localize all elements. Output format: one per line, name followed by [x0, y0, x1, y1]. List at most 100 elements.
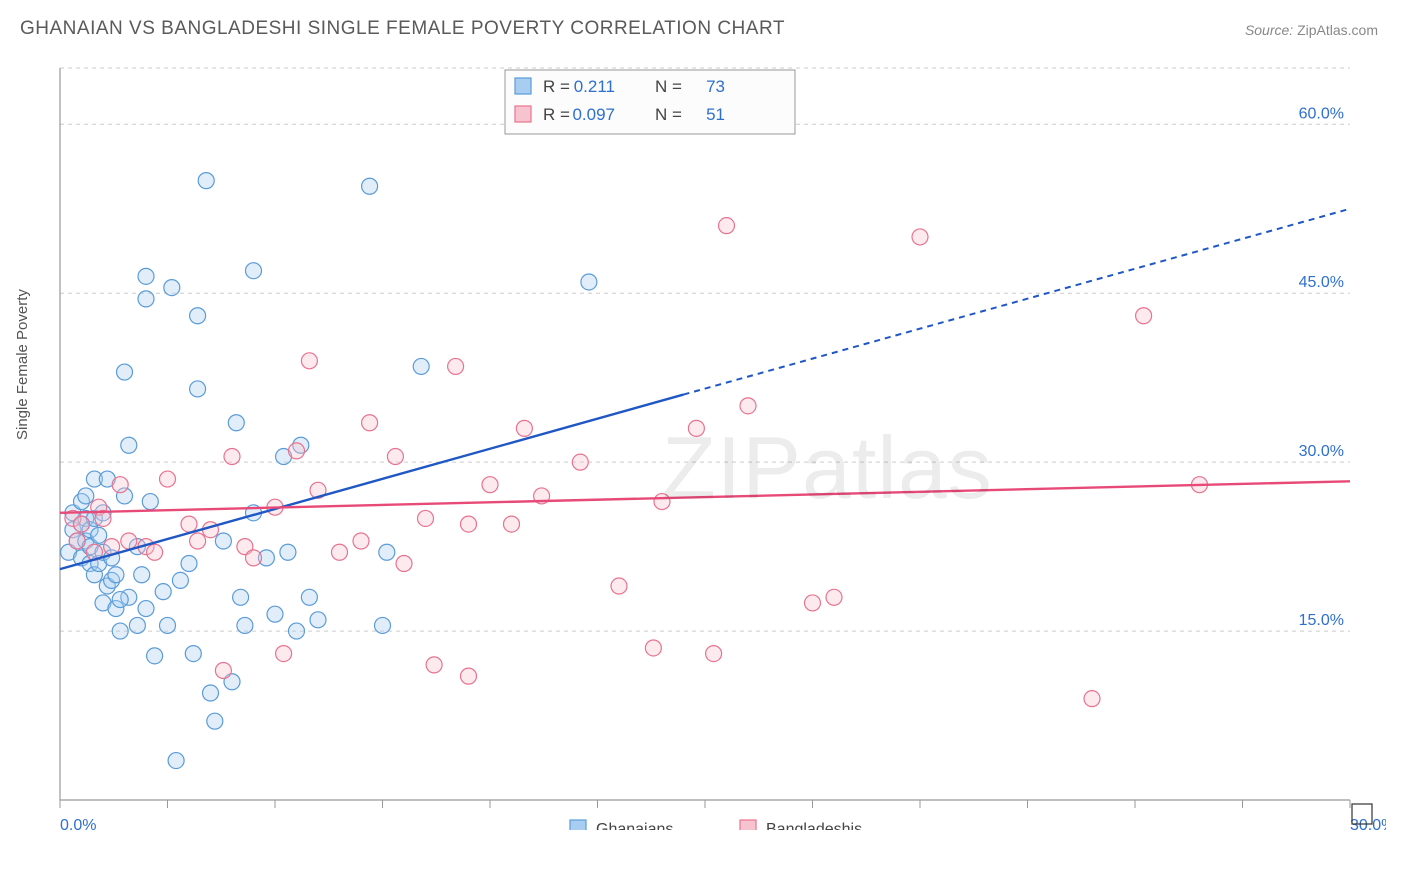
bangladeshis-point	[654, 494, 670, 510]
ghanaians-point	[375, 617, 391, 633]
chart-area: 0.0%30.0%15.0%30.0%45.0%60.0%R =0.211N =…	[50, 60, 1386, 830]
ghanaians-point	[168, 753, 184, 769]
bangladeshis-point	[912, 229, 928, 245]
bottom-legend-label: Bangladeshis	[766, 821, 862, 830]
bangladeshis-point	[706, 646, 722, 662]
ghanaians-point	[190, 308, 206, 324]
bangladeshis-point	[276, 646, 292, 662]
bangladeshis-point	[461, 516, 477, 532]
ghanaians-point	[207, 713, 223, 729]
bangladeshis-point	[246, 550, 262, 566]
bangladeshis-regression-line	[60, 481, 1350, 513]
ghanaians-point	[233, 589, 249, 605]
bangladeshis-point	[482, 477, 498, 493]
bangladeshis-point	[190, 533, 206, 549]
x-tick-label: 0.0%	[60, 817, 96, 830]
source-attribution: Source: ZipAtlas.com	[1245, 22, 1378, 38]
ghanaians-point	[228, 415, 244, 431]
bangladeshis-point	[516, 420, 532, 436]
chart-title: GHANAIAN VS BANGLADESHI SINGLE FEMALE PO…	[20, 18, 785, 40]
bottom-legend-label: Ghanaians	[596, 821, 673, 830]
ghanaians-point	[172, 572, 188, 588]
ghanaians-point	[138, 291, 154, 307]
ghanaians-point	[142, 494, 158, 510]
ghanaians-point	[138, 601, 154, 617]
ghanaians-point	[147, 648, 163, 664]
ghanaians-point	[310, 612, 326, 628]
bangladeshis-point	[418, 510, 434, 526]
ghanaians-point	[581, 274, 597, 290]
legend-r-label: R =	[543, 77, 570, 96]
bangladeshis-point	[504, 516, 520, 532]
bangladeshis-point	[301, 353, 317, 369]
ghanaians-point	[379, 544, 395, 560]
legend-n-label: N =	[655, 105, 682, 124]
ghanaians-point	[155, 584, 171, 600]
ghanaians-point	[129, 617, 145, 633]
source-label: Source:	[1245, 22, 1293, 38]
ghanaians-point	[108, 567, 124, 583]
legend-swatch	[515, 106, 531, 122]
bangladeshis-point	[121, 533, 137, 549]
bangladeshis-point	[572, 454, 588, 470]
bangladeshis-point	[826, 589, 842, 605]
y-tick-label: 30.0%	[1299, 443, 1344, 460]
bangladeshis-point	[362, 415, 378, 431]
bangladeshis-point	[353, 533, 369, 549]
legend-n-value: 73	[706, 77, 725, 96]
ghanaians-point	[78, 488, 94, 504]
ghanaians-point	[134, 567, 150, 583]
y-axis-title: Single Female Poverty	[14, 289, 31, 440]
ghanaians-point	[164, 280, 180, 296]
bangladeshis-point	[461, 668, 477, 684]
bangladeshis-point	[645, 640, 661, 656]
bangladeshis-point	[448, 358, 464, 374]
ghanaians-point	[117, 364, 133, 380]
legend-r-value: 0.211	[574, 77, 615, 96]
ghanaians-regression-extrapolation	[684, 209, 1351, 395]
bangladeshis-point	[69, 533, 85, 549]
ghanaians-point	[121, 437, 137, 453]
bottom-legend-swatch	[570, 820, 586, 830]
scatter-chart: 0.0%30.0%15.0%30.0%45.0%60.0%R =0.211N =…	[50, 60, 1386, 830]
legend-r-value: 0.097	[572, 105, 615, 124]
legend-n-value: 51	[706, 105, 725, 124]
bangladeshis-point	[289, 443, 305, 459]
bangladeshis-point	[396, 556, 412, 572]
bangladeshis-point	[611, 578, 627, 594]
y-tick-label: 45.0%	[1299, 274, 1344, 291]
ghanaians-point	[181, 556, 197, 572]
bangladeshis-point	[740, 398, 756, 414]
ghanaians-point	[289, 623, 305, 639]
bangladeshis-point	[215, 662, 231, 678]
bangladeshis-point	[224, 449, 240, 465]
ghanaians-point	[267, 606, 283, 622]
ghanaians-point	[160, 617, 176, 633]
ghanaians-point	[138, 268, 154, 284]
bangladeshis-point	[387, 449, 403, 465]
ghanaians-point	[203, 685, 219, 701]
legend-r-label: R =	[543, 105, 570, 124]
y-tick-label: 60.0%	[1299, 105, 1344, 122]
bottom-legend-swatch	[740, 820, 756, 830]
ghanaians-point	[215, 533, 231, 549]
ghanaians-point	[185, 646, 201, 662]
bangladeshis-point	[805, 595, 821, 611]
bangladeshis-point	[181, 516, 197, 532]
bangladeshis-point	[1136, 308, 1152, 324]
y-tick-label: 15.0%	[1299, 612, 1344, 629]
ghanaians-point	[237, 617, 253, 633]
legend-swatch	[515, 78, 531, 94]
ghanaians-point	[91, 527, 107, 543]
bangladeshis-point	[1084, 691, 1100, 707]
source-value: ZipAtlas.com	[1297, 22, 1378, 38]
ghanaians-point	[280, 544, 296, 560]
legend-n-label: N =	[655, 77, 682, 96]
ghanaians-point	[246, 263, 262, 279]
bangladeshis-point	[74, 516, 90, 532]
ghanaians-point	[112, 623, 128, 639]
bangladeshis-point	[332, 544, 348, 560]
bangladeshis-point	[112, 477, 128, 493]
bangladeshis-point	[426, 657, 442, 673]
bangladeshis-point	[688, 420, 704, 436]
